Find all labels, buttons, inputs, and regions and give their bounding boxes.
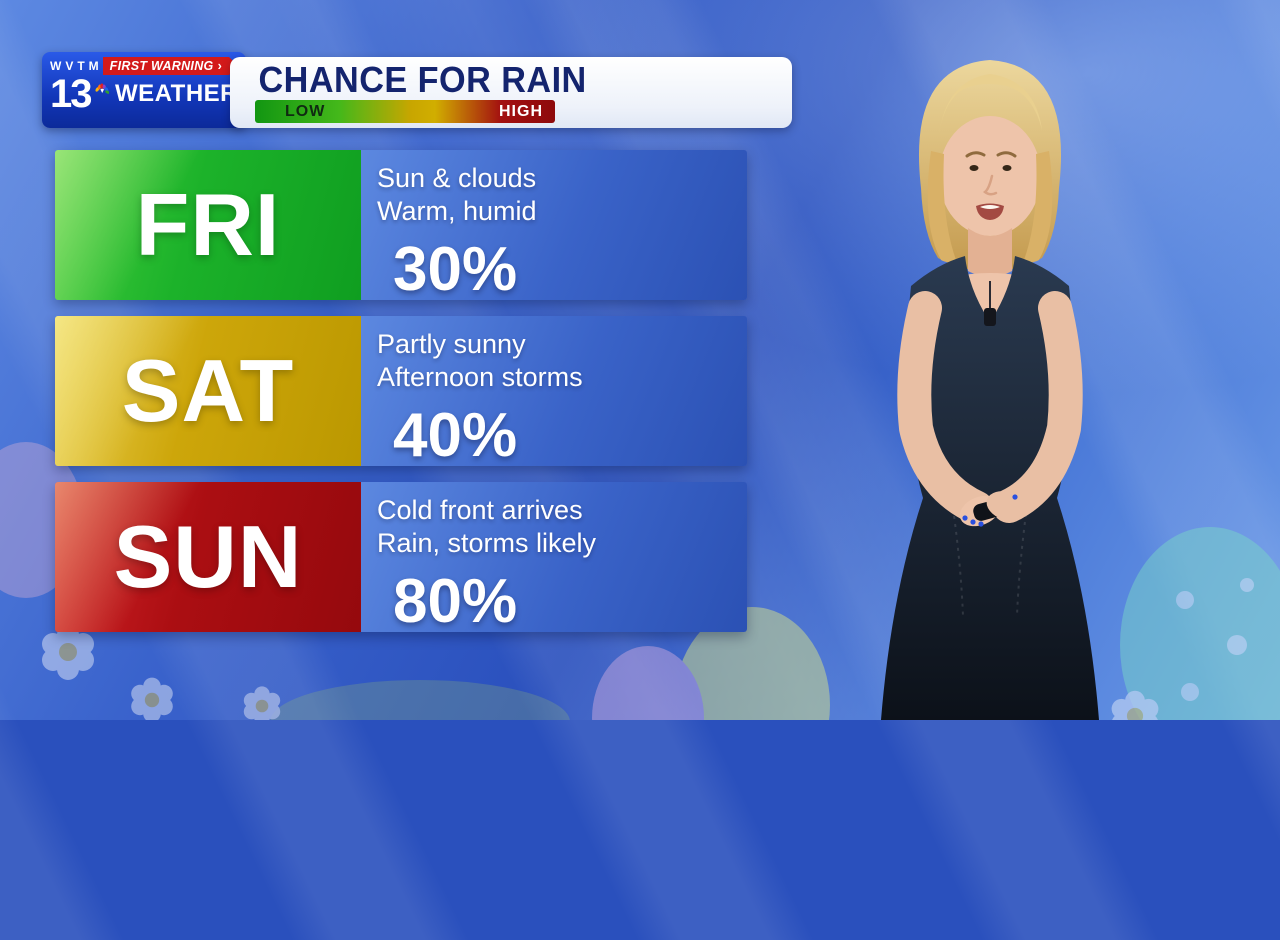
condition-line: Sun & clouds xyxy=(377,163,537,193)
condition-line: Partly sunny xyxy=(377,329,526,359)
presenter-arm-left xyxy=(897,291,994,525)
logo-bottom-row: 13 WEATHER xyxy=(50,72,238,116)
presenter-eye xyxy=(969,165,979,171)
rain-scale-gradient: LOW HIGH xyxy=(255,100,555,123)
presenter-hand xyxy=(986,491,1028,521)
forecast-row-sunday: SUN Cold front arrives Rain, storms like… xyxy=(55,482,747,632)
day-block-sunday: SUN xyxy=(55,482,361,632)
weather-label: WEATHER xyxy=(114,80,238,107)
presenter-nose xyxy=(982,174,998,196)
headline-title: CHANCE FOR RAIN xyxy=(258,59,587,100)
condition-line: Cold front arrives xyxy=(377,495,583,525)
rain-chance-value: 30% xyxy=(393,234,518,300)
condition-line: Afternoon storms xyxy=(377,361,583,392)
day-label-friday: FRI xyxy=(135,175,281,274)
presenter-face xyxy=(939,116,1041,236)
presenter-eyebrow xyxy=(965,151,986,158)
forecast-details-saturday: Partly sunny Afternoon storms 40% xyxy=(361,316,747,466)
presenter-eye xyxy=(1002,165,1012,171)
presenter-dress xyxy=(881,256,1099,720)
day-block-friday: FRI xyxy=(55,150,361,300)
forecast-details-friday: Sun & clouds Warm, humid 30% xyxy=(361,150,747,300)
station-callsign: WVTM xyxy=(50,59,103,73)
nbc-peacock-icon xyxy=(94,83,109,94)
lavalier-mic xyxy=(984,308,996,326)
rain-chance-value: 40% xyxy=(393,400,518,466)
forecast-details-sunday: Cold front arrives Rain, storms likely 8… xyxy=(361,482,747,632)
forecast-panel: FRI Sun & clouds Warm, humid 30% SAT Par… xyxy=(55,150,747,632)
presenter-arm-right xyxy=(992,291,1083,523)
presenter-eyebrow xyxy=(996,151,1017,158)
scale-low-label: LOW xyxy=(285,102,326,120)
chevron-right-icon: › xyxy=(217,59,223,73)
condition-line: Warm, humid xyxy=(377,195,537,226)
forecast-row-saturday: SAT Partly sunny Afternoon storms 40% xyxy=(55,316,747,466)
condition-line: Rain, storms likely xyxy=(377,527,597,558)
logo-top-row: WVTM FIRST WARNING › xyxy=(50,57,238,75)
station-logo: WVTM FIRST WARNING › 13 WEATHER xyxy=(42,52,246,128)
weather-presenter xyxy=(881,60,1099,720)
channel-number: 13 xyxy=(50,72,92,116)
scale-high-label: HIGH xyxy=(499,102,543,120)
day-label-sunday: SUN xyxy=(113,507,303,606)
headline-bar: CHANCE FOR RAIN LOW HIGH xyxy=(230,57,792,128)
presenter-neck xyxy=(968,228,1012,277)
forecast-row-friday: FRI Sun & clouds Warm, humid 30% xyxy=(55,150,747,300)
first-warning-label: FIRST WARNING xyxy=(109,59,214,73)
day-block-saturday: SAT xyxy=(55,316,361,466)
rain-chance-value: 80% xyxy=(393,566,518,632)
first-warning-ribbon: FIRST WARNING › xyxy=(103,57,238,75)
day-label-saturday: SAT xyxy=(121,341,295,440)
